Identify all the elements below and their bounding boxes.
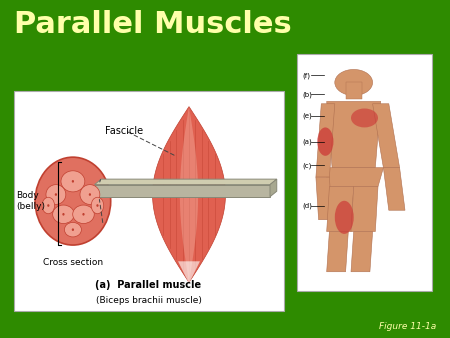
Ellipse shape bbox=[89, 193, 91, 196]
Ellipse shape bbox=[351, 108, 378, 127]
Ellipse shape bbox=[46, 185, 66, 204]
Ellipse shape bbox=[335, 201, 354, 234]
Polygon shape bbox=[324, 168, 383, 187]
Polygon shape bbox=[153, 107, 225, 283]
Text: Body
(belly): Body (belly) bbox=[16, 191, 45, 211]
Ellipse shape bbox=[62, 213, 65, 216]
Polygon shape bbox=[327, 232, 348, 272]
Ellipse shape bbox=[64, 222, 81, 237]
Ellipse shape bbox=[317, 127, 333, 156]
Ellipse shape bbox=[35, 157, 111, 245]
FancyBboxPatch shape bbox=[346, 82, 362, 99]
Ellipse shape bbox=[72, 228, 74, 231]
Ellipse shape bbox=[80, 185, 100, 204]
Polygon shape bbox=[180, 107, 198, 283]
Polygon shape bbox=[94, 185, 270, 197]
Text: (e): (e) bbox=[302, 112, 312, 119]
Text: (b): (b) bbox=[302, 91, 312, 98]
Ellipse shape bbox=[96, 204, 99, 207]
Text: (f): (f) bbox=[302, 72, 310, 79]
Polygon shape bbox=[270, 179, 277, 197]
Ellipse shape bbox=[53, 205, 74, 223]
Polygon shape bbox=[94, 179, 277, 185]
Text: Parallel Muscles: Parallel Muscles bbox=[14, 10, 291, 39]
Ellipse shape bbox=[47, 204, 50, 207]
Text: Figure 11-1a: Figure 11-1a bbox=[379, 322, 436, 331]
Text: (d): (d) bbox=[302, 202, 312, 209]
Polygon shape bbox=[178, 261, 200, 283]
Text: Cross section: Cross section bbox=[43, 258, 103, 267]
Ellipse shape bbox=[72, 180, 74, 183]
Ellipse shape bbox=[42, 197, 54, 214]
Ellipse shape bbox=[91, 197, 104, 214]
Ellipse shape bbox=[335, 70, 373, 96]
Polygon shape bbox=[373, 104, 400, 168]
Text: (Biceps brachii muscle): (Biceps brachii muscle) bbox=[95, 296, 202, 306]
Text: (a): (a) bbox=[302, 138, 312, 145]
Ellipse shape bbox=[61, 171, 85, 192]
Polygon shape bbox=[316, 177, 332, 220]
Text: (c): (c) bbox=[302, 162, 312, 169]
Ellipse shape bbox=[55, 193, 57, 196]
Polygon shape bbox=[351, 232, 373, 272]
Polygon shape bbox=[351, 187, 378, 232]
Polygon shape bbox=[383, 168, 405, 210]
Polygon shape bbox=[316, 104, 335, 177]
Text: (a)  Parallel muscle: (a) Parallel muscle bbox=[95, 280, 202, 290]
Text: Fascicle: Fascicle bbox=[105, 126, 144, 136]
FancyBboxPatch shape bbox=[14, 91, 284, 311]
Polygon shape bbox=[327, 101, 381, 168]
Ellipse shape bbox=[82, 213, 85, 216]
FancyBboxPatch shape bbox=[297, 54, 432, 291]
Ellipse shape bbox=[73, 205, 94, 223]
Polygon shape bbox=[327, 187, 354, 232]
